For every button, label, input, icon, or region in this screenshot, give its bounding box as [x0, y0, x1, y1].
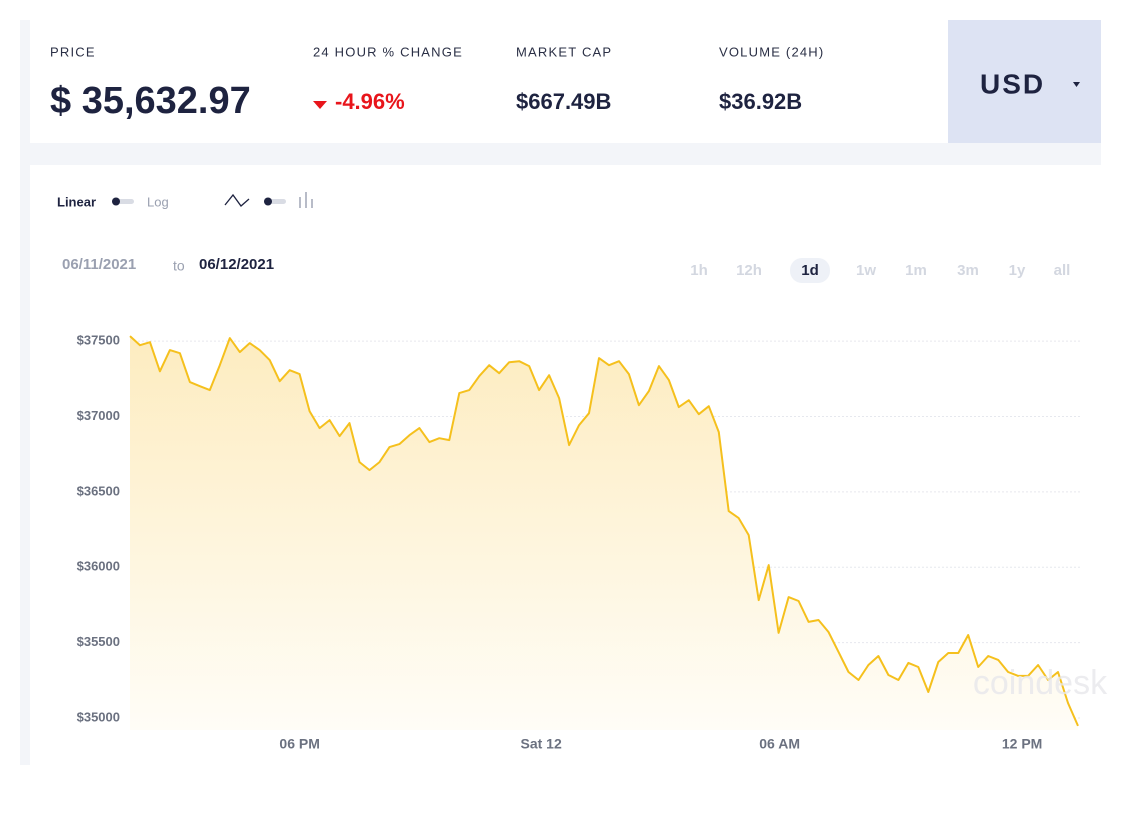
change: -4.96% — [335, 89, 405, 114]
date-to[interactable]: 06/12/2021 — [199, 256, 274, 273]
currency-box[interactable] — [948, 20, 1101, 143]
date-from[interactable]: 06/11/2021 — [62, 256, 136, 273]
log-label[interactable]: Log — [147, 194, 169, 209]
volume: $36.92B — [719, 89, 802, 114]
watermark: coindesk — [973, 664, 1108, 702]
type-toggle-knob[interactable] — [264, 197, 272, 206]
currency[interactable]: USD — [980, 68, 1045, 99]
volume-label: VOLUME (24H) — [719, 44, 824, 59]
y-tick-label: $36000 — [77, 559, 120, 574]
range-button[interactable]: all — [1054, 262, 1071, 279]
y-tick-label: $37500 — [77, 333, 120, 348]
range-button[interactable]: 1w — [856, 262, 876, 279]
x-tick-label: 06 AM — [759, 736, 800, 752]
y-tick-label: $37000 — [77, 408, 120, 423]
candle-icon[interactable] — [299, 192, 313, 208]
date-sep: to — [173, 258, 185, 274]
price-label: PRICE — [50, 44, 96, 59]
change-label: 24 HOUR % CHANGE — [313, 44, 463, 59]
caret — [1073, 82, 1080, 87]
range-button[interactable]: 1h — [690, 262, 708, 279]
price: $ 35,632.97 — [50, 80, 251, 122]
cap: $667.49B — [516, 89, 611, 114]
range-button[interactable]: 1m — [905, 262, 927, 279]
cap-label: MARKET CAP — [516, 44, 612, 59]
price-line — [129, 335, 1079, 727]
range-button[interactable]: 1y — [1009, 262, 1026, 279]
left-border — [20, 20, 30, 765]
line-icon[interactable] — [224, 193, 250, 207]
x-tick-label: 12 PM — [1002, 736, 1042, 752]
area — [130, 336, 1078, 730]
scale-toggle-knob[interactable] — [112, 197, 120, 206]
x-tick-label: 06 PM — [279, 736, 319, 752]
separator — [30, 143, 1101, 165]
down-arrow — [313, 101, 327, 109]
range-button[interactable]: 1d — [801, 262, 819, 279]
range-selected-bg — [790, 258, 830, 283]
linear-label[interactable]: Linear — [57, 194, 96, 209]
y-tick-label: $36500 — [77, 483, 120, 498]
range-button[interactable]: 3m — [957, 262, 979, 279]
range-button[interactable]: 12h — [736, 262, 762, 279]
y-tick-label: $35500 — [77, 634, 120, 649]
x-tick-label: Sat 12 — [521, 736, 562, 752]
y-tick-label: $35000 — [77, 709, 120, 724]
